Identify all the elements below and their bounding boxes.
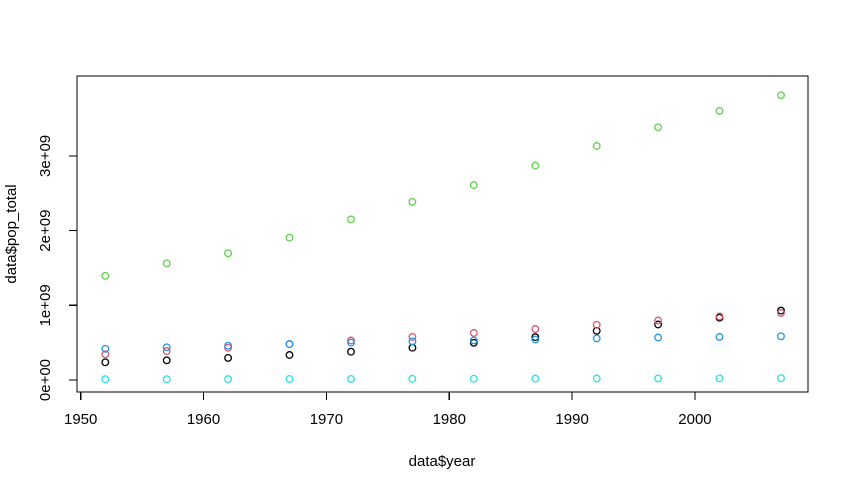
data-point-series-black <box>285 351 294 359</box>
y-tick-label: 0e+00 <box>37 359 54 401</box>
data-point-series-green <box>224 249 233 258</box>
plot-box <box>76 75 809 393</box>
x-axis-title: data$year <box>409 453 476 470</box>
x-tick-label: 1950 <box>64 411 97 428</box>
data-point-series-green <box>592 142 601 150</box>
data-point-series-black <box>654 320 663 329</box>
data-point-series-red <box>531 325 540 333</box>
data-point-series-cyan <box>654 374 663 383</box>
data-point-series-blue <box>224 341 233 350</box>
x-tick-label: 1960 <box>187 411 220 428</box>
data-point-series-green <box>531 161 540 170</box>
y-axis-title: data$pop_total <box>3 184 20 283</box>
x-tick-label: 1970 <box>310 411 343 428</box>
y-tick-label: 2e+09 <box>37 210 54 252</box>
data-point-series-green <box>285 233 294 242</box>
data-point-series-red <box>592 320 601 329</box>
data-point-series-cyan <box>347 374 355 383</box>
x-tick-label: 1990 <box>555 411 588 428</box>
data-point-series-cyan <box>469 374 478 383</box>
data-point-series-red <box>101 350 110 359</box>
data-point-series-blue <box>285 340 294 349</box>
data-point-series-black <box>408 343 417 352</box>
data-point-series-black <box>101 358 110 367</box>
data-point-series-red <box>408 332 417 341</box>
data-point-series-green <box>347 215 355 224</box>
data-point-series-cyan <box>592 374 601 383</box>
data-point-series-red <box>654 316 663 325</box>
data-point-series-red <box>162 347 171 356</box>
data-point-series-blue <box>408 337 417 346</box>
data-point-series-blue <box>347 338 355 347</box>
data-point-series-black <box>347 347 355 356</box>
data-point-series-red <box>777 308 785 317</box>
data-point-series-cyan <box>224 375 233 384</box>
data-point-series-black <box>531 333 540 342</box>
data-point-series-green <box>469 181 478 190</box>
data-point-series-cyan <box>162 375 171 384</box>
plot-generated-content: 1950 1960 1970 1980 1990 2000 0e+00 1e+09 2e+09 3… <box>37 75 809 428</box>
data-point-series-blue <box>654 333 663 342</box>
y-tick-label: 3e+09 <box>37 135 54 177</box>
data-point-series-blue <box>162 343 171 352</box>
data-point-series-black <box>777 306 785 315</box>
data-point-series-green <box>654 123 663 132</box>
data-point-series-blue <box>469 336 478 345</box>
data-point-series-blue <box>101 344 110 353</box>
y-tick-label: 1e+09 <box>37 284 54 326</box>
data-point-series-black <box>162 356 171 365</box>
data-point-series-blue <box>777 332 785 341</box>
data-point-series-blue <box>531 335 540 344</box>
x-tick-label: 2000 <box>678 411 711 428</box>
data-point-series-green <box>162 259 171 268</box>
data-point-series-blue <box>592 334 601 343</box>
data-point-series-green <box>101 271 110 280</box>
data-point-series-blue <box>715 332 724 341</box>
data-point-series-cyan <box>101 375 110 384</box>
data-point-series-cyan <box>408 374 417 383</box>
data-point-series-cyan <box>715 374 724 383</box>
data-point-series-green <box>715 107 724 115</box>
data-point-series-red <box>469 329 478 337</box>
data-point-series-green <box>408 197 417 206</box>
data-point-series-black <box>224 353 233 362</box>
x-tick-label: 1980 <box>433 411 466 428</box>
data-point-series-green <box>777 91 785 100</box>
data-point-series-black <box>469 338 478 347</box>
data-point-series-cyan <box>777 374 785 383</box>
data-point-series-cyan <box>285 374 294 383</box>
data-point-series-cyan <box>531 374 540 383</box>
data-point-series-red <box>715 312 724 321</box>
